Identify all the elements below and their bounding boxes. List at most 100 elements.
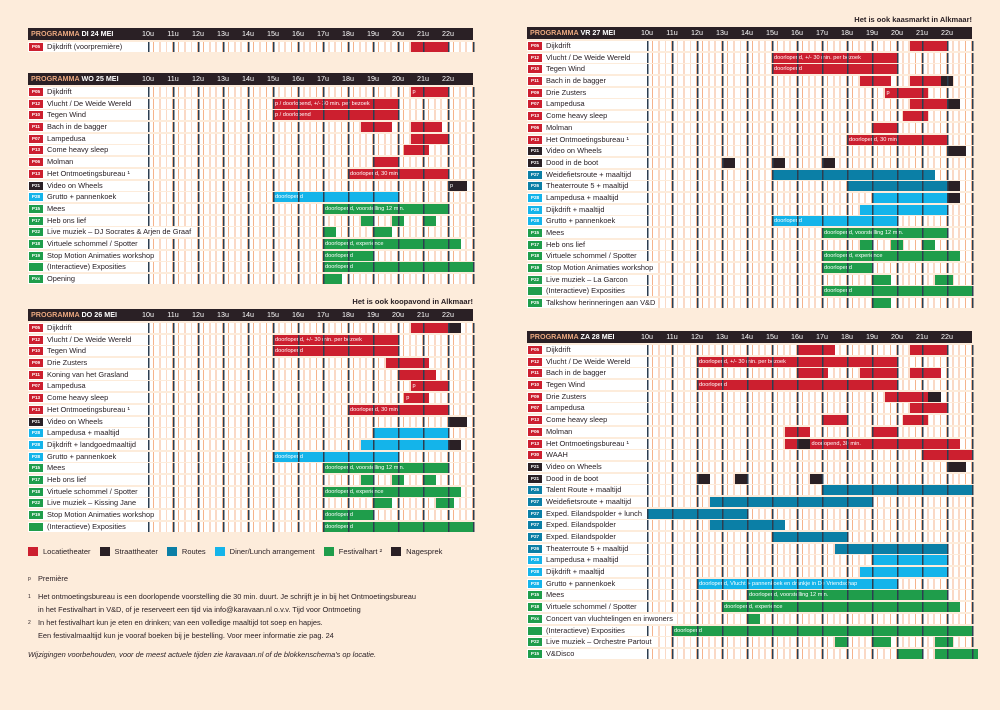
table-header: PROGRAMMA DO 26 MEI 10u 11u 12u 13u 14u 15u 16u… [28,309,473,321]
time-grid [647,485,972,496]
program-name: Virtuele schommel / Spotter [546,602,639,613]
program-code-badge: P28 [528,217,542,226]
program-code-badge: P09 [528,392,542,401]
hour-label: 20u [891,332,903,341]
schedule-row: P27 Exped. Eilandspolder [527,532,974,542]
hour-label: 19u [367,74,379,83]
time-bar-festivalhart [890,239,904,250]
time-bar-nagesprek [947,99,960,110]
legend-label: Routes [181,547,206,556]
program-name: Het Ontmoetingsbureau ¹ [47,404,132,415]
hour-label: 20u [891,28,903,37]
time-grid: doorlopend [148,510,473,520]
time-bar-festivalhart: doorlopend, voorstelling 12 min. [323,463,448,474]
program-name: Come heavy sleep [47,145,111,156]
time-bar-label: doorlopend [774,218,802,225]
schedule-rows: P05 Dijkdrift P12 Vlucht / De Weide Wereld d… [527,345,979,659]
time-bar-locatietheater [922,450,972,461]
footnote-text: Wijzigingen voorbehouden, voor de meest … [28,650,377,659]
time-bar-label: doorlopend, voorstelling 12 min. [824,230,904,236]
footnote-festivalhart: 2 In het festivalhart kun je eten en drin… [28,617,334,642]
time-bar-festivalhart: doorlopend, experience [822,251,960,262]
footnote-line: 1 Het ontmoetingsbureau is een doorlopend… [28,591,416,604]
time-bar-festivalhart [323,274,342,284]
time-grid: p / doorlopend [148,110,473,121]
schedule-rows: P05 Dijkdrift p P12 Vlucht / De Weide Wereld… [28,87,475,284]
legend-swatch [214,547,225,556]
program-name: Live muziek – Orchestre Partout [546,637,654,648]
program-code-badge: P13 [528,439,542,448]
program-name: Weidefietsroute + maaltijd [546,496,634,507]
time-grid [647,368,972,379]
hour-label: 15u [766,332,778,341]
time-bar-label: doorlopend, voorstelling 12 min. [749,592,829,599]
hour-label: 12u [192,29,204,38]
program-name: Mees [47,463,68,474]
schedule-row: P10 Tegen Wind doorlopend [527,64,974,75]
time-bar-festivalhart [859,239,872,250]
program-code-badge: P11 [29,123,43,132]
program-name: Opening [47,274,77,284]
schedule-row: P22 Live muziek – Kissing Jane [28,498,475,509]
program-label: PROGRAMMA [31,29,80,38]
schedule-row: P15 Mees doorlopend, voorstelling 12 min. [28,463,475,474]
schedule-row: P06 Molman [527,122,974,133]
program-code-badge: P15 [528,591,542,600]
time-grid: doorlopend, voorstelling 12 min. [148,463,473,474]
program-name: Live muziek – La Garcon [546,274,630,285]
program-code-badge [528,287,542,296]
time-bar-diner [859,567,947,578]
hour-label: 15u [267,310,279,319]
program-name: Grutto + pannenkoek [47,192,119,203]
hour-label: 17u [816,332,828,341]
program-code-badge: P22 [528,638,542,647]
hour-label: 19u [367,310,379,319]
time-grid: doorlopend [647,64,972,75]
program-code-badge: P07 [528,100,542,109]
hour-label: 10u [142,74,154,83]
schedule-row: P15 Mees doorlopend, voorstelling 12 min. [527,590,974,601]
time-bar-label: doorlopend [275,348,303,355]
schedule-row: P18 Virtuele schommel / Spotter doorlopend… [527,602,974,613]
program-code-badge: P05 [29,43,43,51]
schedule-row: P07 Lampedusa p [28,381,475,392]
program-name: Mees [546,228,567,238]
schedule-row: P26 Theaterroute 5 + maaltijd [527,181,974,192]
time-bar-straattheater [448,416,467,427]
program-code-badge: P17 [29,475,43,484]
time-bar-locatietheater [373,157,398,168]
time-bar-nagesprek [940,76,954,87]
schedule-row: P15 V&Disco [527,648,979,659]
time-bar-festivalhart [435,498,455,509]
program-name: Heb ons lief [47,474,89,485]
schedule-row: P22 Live muziek – La Garcon [527,274,974,285]
time-bar-routes [709,496,872,507]
program-code-badge: P26 [528,544,542,553]
time-grid: doorlopend, Vlucht + pannenkoek en drank… [647,578,972,589]
time-grid [647,648,979,659]
program-code-badge: P28 [528,556,542,565]
program-name: (Interactieve) Exposities [546,286,627,297]
time-grid [647,239,972,250]
legend-label: Locatietheater [43,547,91,556]
footnote-line: p Première [28,573,68,586]
time-bar-locatietheater: doorlopend [697,380,897,391]
schedule-row: P13 Come heavy sleep [527,415,974,426]
program-code-badge: P22 [29,228,43,237]
hour-label: 17u [317,74,329,83]
time-bar-locatietheater: doorlopend [273,346,398,357]
time-bar-festivalhart [747,613,760,624]
program-code-badge: P27 [528,509,542,518]
program-name: Video on Wheels [47,416,105,427]
program-code-badge: P28 [528,193,542,202]
program-code-badge [29,263,43,272]
time-bar-label: doorlopend, voorstelling 12 min. [325,465,405,472]
time-grid [647,391,972,402]
time-bar-diner: doorlopend, Vlucht + pannenkoek en drank… [697,578,897,589]
schedule-row: P28 Dijkdrift + maaltijd [527,204,974,215]
program-name: Come heavy sleep [546,415,610,426]
time-grid [148,474,473,485]
time-bar-label: doorlopend [774,66,802,73]
time-bar-diner [872,192,947,203]
time-bar-festivalhart [897,648,922,659]
